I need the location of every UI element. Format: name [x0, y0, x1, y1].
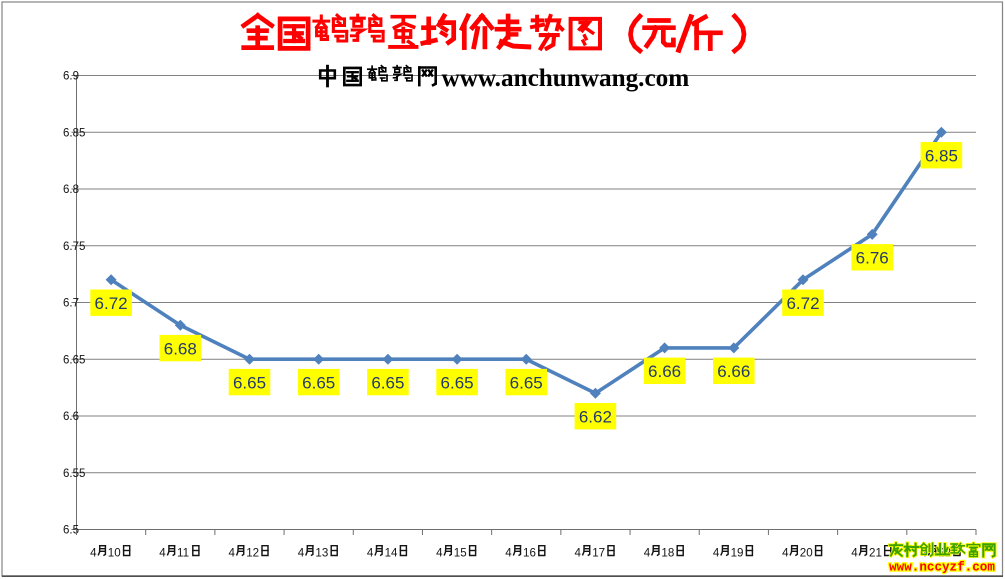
svg-text:6.65: 6.65	[441, 374, 474, 393]
svg-text:4: 4	[367, 546, 374, 559]
svg-text:4: 4	[229, 546, 236, 559]
svg-text:17: 17	[592, 546, 605, 559]
svg-text:12: 12	[246, 546, 259, 559]
svg-text:21: 21	[869, 546, 882, 559]
svg-text:www.nccyzf.com: www.nccyzf.com	[889, 561, 995, 575]
svg-text:4: 4	[159, 546, 166, 559]
svg-text:4: 4	[90, 546, 97, 559]
svg-text:13: 13	[315, 546, 328, 559]
svg-text:6.7: 6.7	[63, 298, 79, 310]
svg-text:20: 20	[800, 546, 813, 559]
svg-text:6.66: 6.66	[648, 362, 681, 381]
svg-text:15: 15	[454, 546, 467, 559]
svg-text:6.65: 6.65	[302, 374, 335, 393]
svg-text:4: 4	[436, 546, 443, 559]
svg-text:4: 4	[851, 546, 858, 559]
svg-text:6.72: 6.72	[786, 294, 819, 313]
svg-text:6.65: 6.65	[233, 374, 266, 393]
svg-text:www.anchunwang.com: www.anchunwang.com	[442, 65, 690, 92]
svg-text:6.85: 6.85	[63, 127, 85, 139]
svg-text:10: 10	[108, 546, 121, 559]
svg-text:16: 16	[523, 546, 536, 559]
svg-text:14: 14	[385, 546, 398, 559]
svg-text:4: 4	[298, 546, 305, 559]
svg-text:4: 4	[505, 546, 512, 559]
svg-text:4: 4	[921, 546, 928, 559]
svg-text:6.55: 6.55	[63, 468, 85, 480]
svg-text:6.76: 6.76	[856, 249, 889, 268]
svg-text:11: 11	[177, 546, 189, 559]
svg-text:4: 4	[713, 546, 720, 559]
svg-text:6.6: 6.6	[63, 411, 79, 423]
svg-text:6.5: 6.5	[63, 525, 79, 537]
svg-text:6.65: 6.65	[510, 374, 543, 393]
svg-text:6.85: 6.85	[925, 147, 958, 166]
svg-text:6.65: 6.65	[63, 354, 85, 366]
svg-text:4: 4	[782, 546, 789, 559]
svg-text:6.8: 6.8	[63, 184, 79, 196]
svg-text:6.66: 6.66	[717, 362, 750, 381]
svg-text:6.68: 6.68	[164, 340, 197, 359]
svg-text:6.65: 6.65	[371, 374, 404, 393]
svg-text:6.75: 6.75	[63, 241, 85, 253]
svg-text:6.62: 6.62	[579, 408, 612, 427]
svg-text:6.9: 6.9	[63, 71, 79, 83]
svg-text:6.72: 6.72	[95, 294, 128, 313]
svg-text:4: 4	[575, 546, 582, 559]
svg-text:19: 19	[731, 546, 744, 559]
svg-text:4: 4	[644, 546, 651, 559]
svg-text:18: 18	[661, 546, 674, 559]
